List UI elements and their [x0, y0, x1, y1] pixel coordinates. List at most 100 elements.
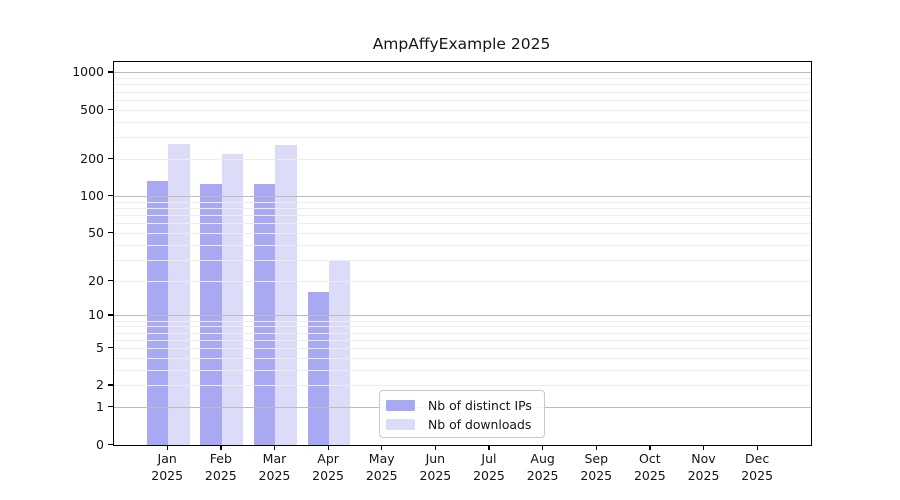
- y-tick-label-50: 50: [88, 224, 104, 240]
- x-tick-year: 2025: [204, 467, 237, 483]
- minor-gridline-50: [114, 232, 811, 234]
- minor-gridline-2: [114, 385, 811, 387]
- x-tick-mark-jul: [488, 445, 490, 450]
- y-tick-label-2: 2: [96, 377, 104, 393]
- y-tick-label-1000: 1000: [72, 64, 104, 80]
- minor-gridline-200: [114, 158, 811, 160]
- y-tick-mark-20: [108, 279, 113, 281]
- legend-label-downloads: Nb of downloads: [428, 417, 532, 432]
- y-tick-mark-1: [108, 406, 113, 408]
- x-tick-label-aug: Aug 2025: [515, 451, 571, 484]
- x-tick-year: 2025: [526, 467, 559, 483]
- y-tick-mark-200: [108, 157, 113, 160]
- bar-jan-downloads: [168, 143, 190, 445]
- y-tick-label-100: 100: [80, 187, 104, 203]
- minor-gridline-8: [114, 326, 811, 328]
- x-tick-month: Dec: [745, 451, 770, 466]
- minor-gridline-900: [114, 78, 811, 80]
- minor-gridline-60: [114, 223, 811, 225]
- x-tick-mark-apr: [327, 445, 329, 450]
- x-tick-month: Mar: [262, 451, 287, 466]
- legend-entry-downloads: Nb of downloads: [380, 415, 544, 434]
- chart-title: AmpAffyExample 2025: [372, 35, 551, 53]
- y-tick-label-1: 1: [96, 399, 104, 415]
- x-tick-label-jun: Jun 2025: [407, 451, 463, 484]
- bar-feb-distinct-ips: [200, 184, 222, 445]
- major-gridline-100: [114, 195, 811, 197]
- minor-gridline-7: [114, 332, 811, 334]
- y-tick-label-200: 200: [80, 150, 104, 166]
- x-tick-mark-jan: [166, 445, 168, 450]
- minor-gridline-5: [114, 348, 811, 349]
- y-tick-mark-500: [108, 108, 113, 110]
- x-tick-mark-dec: [756, 445, 758, 450]
- major-gridline-1000: [114, 72, 811, 74]
- x-tick-label-sep: Sep 2025: [568, 451, 624, 484]
- x-tick-year: 2025: [151, 467, 184, 483]
- legend: Nb of distinct IPs Nb of downloads: [379, 390, 545, 438]
- minor-gridline-300: [114, 137, 811, 139]
- minor-gridline-90: [114, 201, 811, 203]
- x-tick-month: Jun: [425, 451, 446, 466]
- x-tick-mark-jun: [434, 445, 437, 450]
- y-tick-label-500: 500: [80, 101, 104, 117]
- minor-gridline-70: [114, 214, 811, 216]
- legend-label-distinct-ips: Nb of distinct IPs: [428, 398, 532, 413]
- x-tick-label-nov: Nov 2025: [676, 451, 732, 484]
- minor-gridline-9: [114, 320, 811, 322]
- y-tick-mark-0: [108, 443, 113, 445]
- x-tick-mark-nov: [703, 445, 705, 450]
- x-tick-label-jan: Jan 2025: [139, 451, 195, 484]
- bar-jan-distinct-ips: [146, 181, 169, 445]
- y-tick-label-20: 20: [88, 272, 104, 288]
- x-tick-year: 2025: [580, 467, 613, 483]
- x-tick-label-jul: Jul 2025: [461, 451, 517, 484]
- minor-gridline-500: [114, 109, 811, 111]
- y-tick-mark-50: [108, 231, 113, 233]
- x-tick-month: Jan: [157, 451, 177, 466]
- x-tick-year: 2025: [258, 467, 291, 483]
- x-tick-mark-sep: [595, 445, 597, 450]
- x-tick-month: Aug: [530, 451, 555, 466]
- y-tick-mark-100: [108, 194, 113, 197]
- x-tick-month: May: [368, 451, 395, 466]
- minor-gridline-800: [114, 84, 811, 86]
- plot-area: Nb of distinct IPs Nb of downloads: [113, 61, 812, 446]
- y-tick-mark-10: [108, 314, 113, 316]
- x-tick-label-dec: Dec 2025: [729, 451, 785, 484]
- x-tick-mark-oct: [649, 445, 651, 450]
- bar-mar-distinct-ips: [254, 183, 276, 445]
- y-tick-mark-5: [108, 347, 113, 349]
- minor-gridline-600: [114, 99, 811, 101]
- x-tick-month: Sep: [584, 451, 609, 466]
- x-tick-label-mar: Mar 2025: [246, 451, 302, 484]
- y-tick-mark-2: [108, 384, 113, 386]
- minor-gridline-20: [114, 280, 811, 282]
- x-tick-mark-aug: [542, 445, 544, 450]
- x-tick-month: Oct: [639, 451, 661, 466]
- x-tick-label-may: May 2025: [354, 451, 410, 484]
- x-tick-year: 2025: [419, 467, 452, 483]
- legend-entry-distinct-ips: Nb of distinct IPs: [380, 396, 544, 415]
- legend-swatch-distinct-ips: [386, 400, 415, 411]
- bar-feb-downloads: [221, 154, 244, 445]
- x-tick-year: 2025: [741, 467, 774, 483]
- x-tick-mark-mar: [273, 445, 276, 450]
- minor-gridline-30: [114, 259, 811, 261]
- minor-gridline-80: [114, 207, 811, 209]
- x-tick-year: 2025: [687, 467, 720, 483]
- x-tick-mark-feb: [220, 445, 222, 450]
- minor-gridline-700: [114, 91, 811, 93]
- x-tick-year: 2025: [473, 467, 505, 483]
- bar-apr-distinct-ips: [307, 292, 330, 445]
- minor-gridline-400: [114, 121, 811, 123]
- x-tick-label-feb: Feb 2025: [193, 451, 249, 484]
- y-tick-label-0: 0: [96, 436, 104, 452]
- x-tick-month: Nov: [691, 451, 716, 466]
- x-tick-year: 2025: [365, 467, 398, 483]
- x-tick-year: 2025: [633, 467, 666, 483]
- x-tick-year: 2025: [312, 467, 344, 483]
- minor-gridline-4: [114, 357, 811, 359]
- y-tick-label-10: 10: [88, 307, 104, 323]
